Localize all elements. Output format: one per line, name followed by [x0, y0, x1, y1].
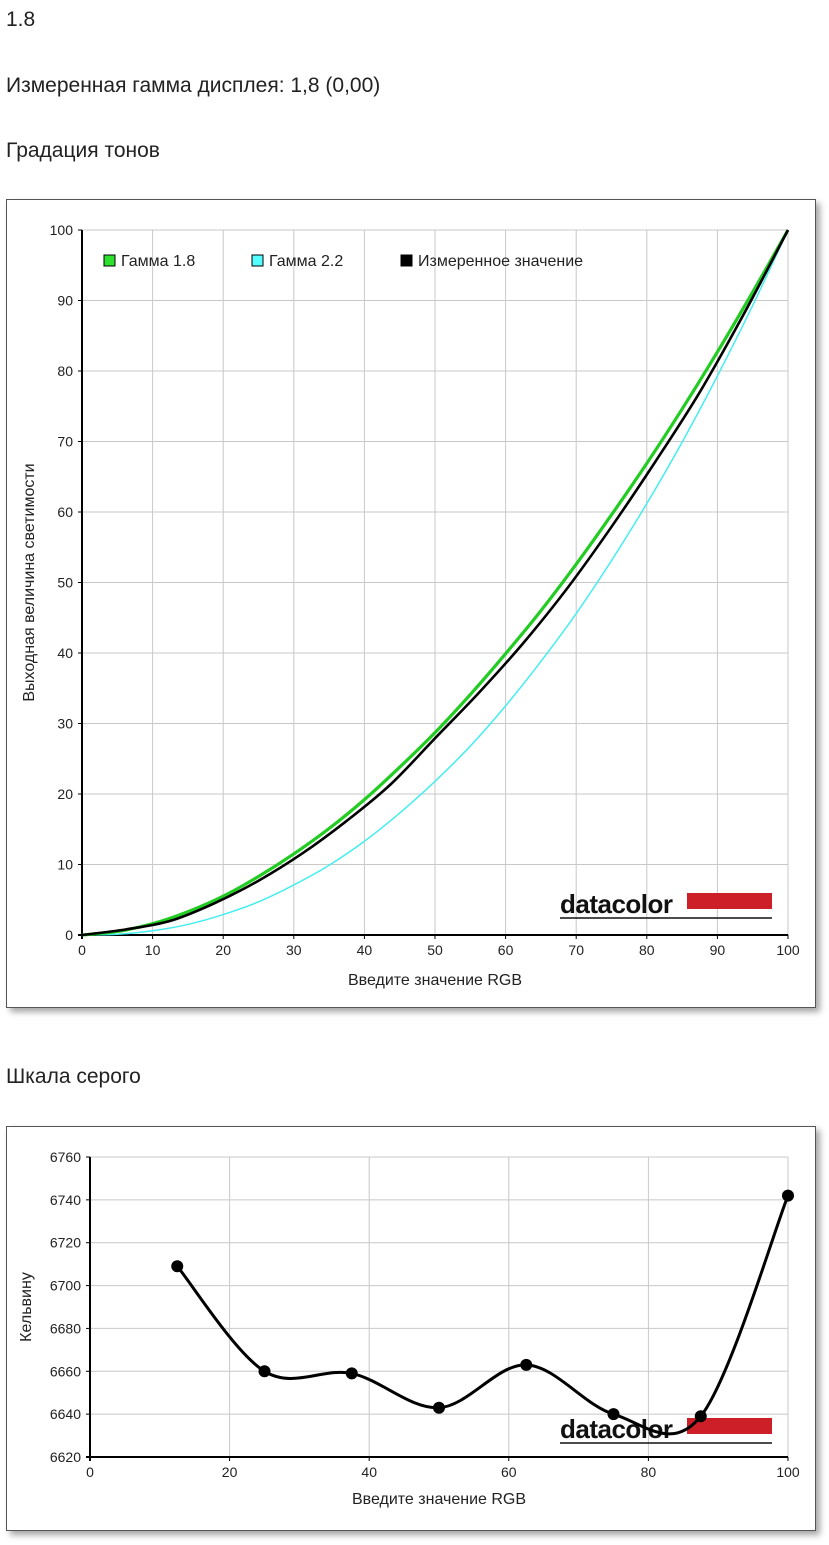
legend-item-1: Гамма 1.8: [103, 253, 195, 270]
tone-chart: 0 10 20 30 40 50 60 70 80 90 100 0 10 20 30 40 50 60 70 80 9…: [21, 222, 800, 989]
y-tick-label: 6620: [50, 1449, 81, 1465]
y-tick-label: 60: [57, 504, 73, 520]
y-tick-label: 10: [57, 857, 73, 873]
y-tick-label: 100: [50, 222, 74, 238]
grayscale-series-line: [176, 1195, 790, 1436]
tone-chart-panel: 0 10 20 30 40 50 60 70 80 90 100 0 10 20 30 40 50 60 70 80 9…: [6, 199, 816, 1008]
tone-gradation-title: Градация тонов: [6, 139, 160, 162]
legend-swatch: [400, 254, 413, 267]
x-tick-label: 70: [568, 942, 584, 958]
y-tick-label: 6720: [50, 1235, 81, 1251]
y-tick-label: 70: [57, 434, 73, 450]
x-tick-label: 20: [215, 942, 231, 958]
x-tick-label: 40: [357, 942, 373, 958]
x-tick-label: 100: [776, 1464, 800, 1480]
legend-label: Гамма 2.2: [269, 253, 343, 270]
x-tick-label: 50: [427, 942, 443, 958]
gamma-value-text: 1.8: [6, 8, 36, 31]
x-tick-label: 80: [639, 942, 655, 958]
grayscale-title: Шкала серого: [6, 1065, 141, 1088]
datacolor-logo-bar: [687, 893, 772, 909]
legend-item-3: Измеренное значение: [400, 253, 583, 270]
data-point: [258, 1365, 271, 1378]
legend-item-2: Гамма 2.2: [251, 253, 343, 270]
datacolor-logo: datacolor: [560, 889, 772, 919]
x-tick-label: 30: [286, 942, 302, 958]
y-tick-label: 6740: [50, 1192, 81, 1208]
y-tick-label: 80: [57, 363, 73, 379]
y-tick-label: 90: [57, 293, 73, 309]
datacolor-logo: datacolor: [560, 1414, 772, 1444]
series-line-3: [81, 229, 790, 937]
legend-label: Измеренное значение: [418, 253, 583, 270]
measured-gamma-text: Измеренная гамма дисплея: 1,8 (0,00): [6, 74, 381, 97]
legend-swatch: [103, 254, 116, 267]
x-tick-label: 0: [86, 1464, 94, 1480]
y-tick-label: 6680: [50, 1320, 81, 1336]
x-tick-label: 80: [641, 1464, 657, 1480]
data-point: [171, 1260, 184, 1273]
legend-label: Гамма 1.8: [121, 253, 195, 270]
y-tick-label: 50: [57, 575, 73, 591]
data-point: [782, 1189, 794, 1202]
x-tick-label: 40: [361, 1464, 377, 1480]
x-axis-title: Введите значение RGB: [348, 972, 522, 989]
series-line-1: [81, 229, 790, 937]
y-tick-label: 6700: [50, 1278, 81, 1294]
data-point: [694, 1410, 707, 1423]
series-line-2: [81, 229, 789, 936]
x-tick-label: 90: [710, 942, 726, 958]
data-point: [607, 1408, 620, 1421]
y-tick-label: 0: [65, 927, 73, 943]
y-tick-label: 20: [57, 786, 73, 802]
x-tick-label: 10: [145, 942, 161, 958]
y-tick-label: 6760: [50, 1149, 81, 1165]
y-tick-label: 30: [57, 716, 73, 732]
data-point: [520, 1358, 533, 1371]
y-tick-label: 40: [57, 645, 73, 661]
y-axis-title: Выходная величина светимости: [21, 463, 38, 701]
grayscale-chart: 0 20 40 60 80 100 6620 6640 6660 6680 6700 6720 6740…: [18, 1149, 800, 1508]
grayscale-chart-panel: 0 20 40 60 80 100 6620 6640 6660 6680 6700 6720 6740…: [6, 1126, 816, 1531]
y-tick-label: 6660: [50, 1363, 81, 1379]
x-tick-label: 20: [222, 1464, 238, 1480]
x-tick-label: 100: [776, 942, 800, 958]
x-tick-label: 60: [498, 942, 514, 958]
legend-swatch: [251, 254, 264, 267]
x-axis-title: Введите значение RGB: [352, 1491, 526, 1508]
x-tick-label: 60: [501, 1464, 517, 1480]
datacolor-logo-text: datacolor: [560, 889, 673, 919]
datacolor-logo-bar: [687, 1418, 772, 1434]
y-axis-title: Кельвину: [18, 1272, 35, 1342]
x-tick-label: 0: [78, 942, 86, 958]
y-tick-label: 6640: [50, 1406, 81, 1422]
data-point: [345, 1367, 358, 1380]
data-point: [433, 1401, 445, 1414]
